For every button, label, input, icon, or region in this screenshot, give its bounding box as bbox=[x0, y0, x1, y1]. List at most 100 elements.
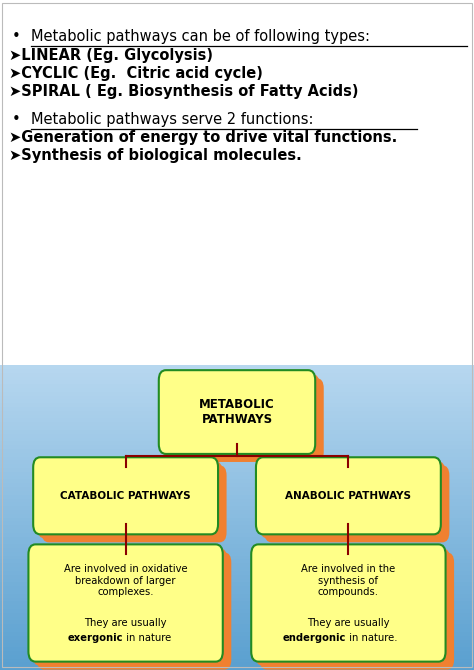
Text: in nature: in nature bbox=[123, 633, 172, 643]
Bar bbox=[0, 0, 474, 365]
Bar bbox=[0, 419, 474, 422]
FancyBboxPatch shape bbox=[159, 370, 315, 454]
Bar bbox=[0, 445, 474, 449]
Text: They are usually: They are usually bbox=[84, 618, 167, 628]
Bar bbox=[0, 609, 474, 613]
Bar bbox=[0, 624, 474, 628]
Bar bbox=[0, 517, 474, 521]
Bar bbox=[0, 399, 474, 403]
Bar bbox=[0, 594, 474, 598]
Bar bbox=[0, 651, 474, 655]
Bar bbox=[0, 529, 474, 533]
Bar bbox=[0, 521, 474, 525]
Bar bbox=[0, 453, 474, 457]
Bar bbox=[0, 384, 474, 388]
Bar bbox=[0, 613, 474, 616]
Text: ➤LINEAR (Eg. Glycolysis): ➤LINEAR (Eg. Glycolysis) bbox=[9, 48, 212, 63]
Bar bbox=[0, 422, 474, 426]
Bar bbox=[0, 616, 474, 620]
Bar bbox=[0, 582, 474, 586]
Bar bbox=[0, 663, 474, 666]
Bar bbox=[0, 514, 474, 517]
FancyBboxPatch shape bbox=[33, 457, 218, 535]
Bar bbox=[0, 655, 474, 659]
Bar bbox=[0, 498, 474, 502]
Bar bbox=[0, 555, 474, 559]
FancyBboxPatch shape bbox=[37, 461, 222, 539]
Bar bbox=[0, 598, 474, 602]
Bar bbox=[0, 605, 474, 609]
Bar bbox=[0, 636, 474, 639]
Bar bbox=[0, 541, 474, 544]
Bar bbox=[0, 460, 474, 464]
FancyBboxPatch shape bbox=[28, 544, 223, 662]
Bar bbox=[0, 506, 474, 510]
Bar bbox=[0, 369, 474, 373]
Bar bbox=[0, 442, 474, 445]
Text: They are usually: They are usually bbox=[307, 618, 390, 628]
Bar bbox=[0, 571, 474, 575]
Bar bbox=[0, 457, 474, 460]
Text: ➤Generation of energy to drive vital functions.: ➤Generation of energy to drive vital fun… bbox=[9, 130, 397, 145]
Text: CATABOLIC PATHWAYS: CATABOLIC PATHWAYS bbox=[60, 491, 191, 500]
Text: Are involved in the
synthesis of
compounds.: Are involved in the synthesis of compoun… bbox=[301, 564, 395, 598]
FancyBboxPatch shape bbox=[255, 548, 450, 665]
Bar bbox=[0, 388, 474, 392]
Bar bbox=[0, 632, 474, 636]
FancyBboxPatch shape bbox=[37, 552, 231, 670]
Bar bbox=[0, 502, 474, 506]
Bar bbox=[0, 411, 474, 415]
Bar bbox=[0, 548, 474, 552]
Bar bbox=[0, 494, 474, 498]
Bar bbox=[0, 433, 474, 438]
Bar bbox=[0, 578, 474, 582]
FancyBboxPatch shape bbox=[163, 374, 319, 458]
FancyBboxPatch shape bbox=[256, 457, 441, 535]
Bar bbox=[0, 403, 474, 407]
Bar bbox=[0, 510, 474, 514]
FancyBboxPatch shape bbox=[260, 461, 445, 539]
Bar bbox=[0, 552, 474, 555]
Bar bbox=[0, 533, 474, 537]
Bar bbox=[0, 472, 474, 476]
Bar bbox=[0, 381, 474, 384]
Bar bbox=[0, 575, 474, 578]
Bar bbox=[0, 449, 474, 453]
Text: exergonic: exergonic bbox=[68, 633, 123, 643]
Bar bbox=[0, 464, 474, 468]
Bar bbox=[0, 407, 474, 411]
Bar bbox=[0, 373, 474, 377]
Bar bbox=[0, 415, 474, 419]
Bar bbox=[0, 666, 474, 670]
Bar bbox=[0, 365, 474, 369]
Bar bbox=[0, 426, 474, 430]
Bar bbox=[0, 468, 474, 472]
Bar bbox=[0, 476, 474, 480]
Bar bbox=[0, 643, 474, 647]
Bar bbox=[0, 647, 474, 651]
Text: ➤Synthesis of biological molecules.: ➤Synthesis of biological molecules. bbox=[9, 148, 301, 163]
Bar bbox=[0, 567, 474, 571]
Text: •: • bbox=[12, 29, 20, 44]
Text: endergonic: endergonic bbox=[283, 633, 346, 643]
Bar bbox=[0, 639, 474, 643]
FancyBboxPatch shape bbox=[251, 544, 446, 662]
Bar bbox=[0, 430, 474, 433]
Bar bbox=[0, 483, 474, 487]
Bar bbox=[0, 395, 474, 399]
Bar bbox=[0, 602, 474, 605]
Bar bbox=[0, 628, 474, 632]
FancyBboxPatch shape bbox=[260, 552, 454, 670]
Text: •: • bbox=[12, 112, 20, 127]
Bar bbox=[0, 544, 474, 548]
Bar bbox=[0, 487, 474, 491]
FancyBboxPatch shape bbox=[264, 465, 449, 543]
Text: Metabolic pathways can be of following types:: Metabolic pathways can be of following t… bbox=[31, 29, 370, 44]
Text: ➤SPIRAL ( Eg. Biosynthesis of Fatty Acids): ➤SPIRAL ( Eg. Biosynthesis of Fatty Acid… bbox=[9, 84, 358, 99]
Bar bbox=[0, 525, 474, 529]
Text: Metabolic pathways serve 2 functions:: Metabolic pathways serve 2 functions: bbox=[31, 112, 313, 127]
Bar bbox=[0, 590, 474, 594]
FancyBboxPatch shape bbox=[167, 378, 324, 462]
Bar bbox=[0, 438, 474, 442]
Bar bbox=[0, 559, 474, 563]
